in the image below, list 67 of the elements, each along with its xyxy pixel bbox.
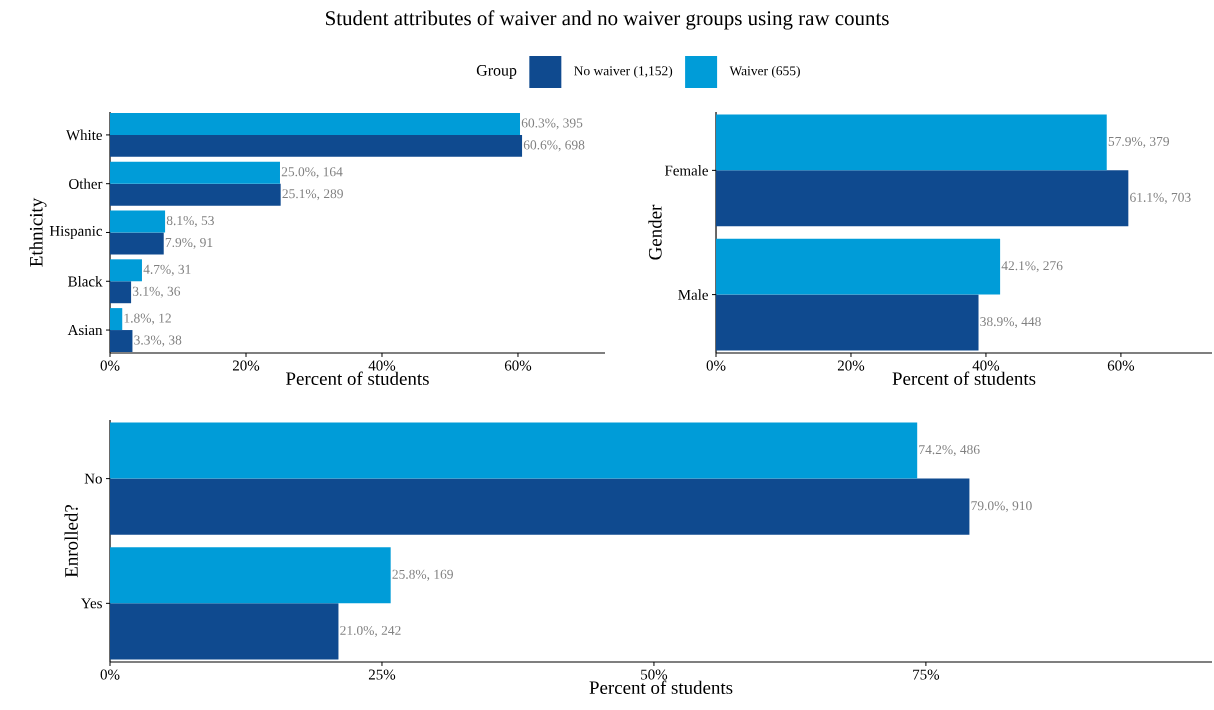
bar xyxy=(110,422,918,479)
bar xyxy=(110,547,391,604)
bar xyxy=(110,281,132,304)
bar xyxy=(110,210,166,233)
data-label: 25.1%, 289 xyxy=(282,189,343,201)
x-tick-label: 40% xyxy=(368,360,396,371)
y-tick-label: Hispanic xyxy=(49,225,103,240)
bar xyxy=(110,478,970,535)
x-tick-label: 60% xyxy=(1107,360,1135,371)
y-axis-title: Gender xyxy=(648,204,662,260)
bar xyxy=(110,259,142,282)
y-tick-label: Female xyxy=(664,165,708,176)
bar xyxy=(110,330,133,353)
data-label: 42.1%, 276 xyxy=(1001,261,1063,273)
data-label: 3.3%, 38 xyxy=(134,335,182,347)
data-label: 8.1%, 53 xyxy=(166,215,214,228)
bar xyxy=(110,603,339,660)
data-label: 57.9%, 379 xyxy=(1108,136,1170,148)
legend-label: Waiver (655) xyxy=(729,65,800,79)
data-label: 38.9%, 448 xyxy=(980,317,1041,329)
bar xyxy=(110,183,281,206)
x-tick-label: 75% xyxy=(913,669,940,680)
data-label: 3.1%, 36 xyxy=(132,286,181,298)
data-label: 60.3%, 395 xyxy=(521,118,583,130)
x-tick-label: 20% xyxy=(232,360,260,371)
bar xyxy=(110,134,523,157)
data-label: 25.0%, 164 xyxy=(281,167,343,179)
y-tick-label: Yes xyxy=(80,598,102,609)
legend-title: Group xyxy=(476,65,517,79)
bar xyxy=(110,161,280,184)
y-axis-title: Enrolled? xyxy=(64,504,78,578)
legend-label: No waiver (1,152) xyxy=(574,65,673,79)
chart-title: Student attributes of waiver and no waiver groups using raw counts xyxy=(326,10,889,30)
data-label: 79.0%, 910 xyxy=(971,501,1032,513)
y-tick-label: Black xyxy=(68,276,103,287)
x-tick-label: 0% xyxy=(706,360,726,371)
data-label: 74.2%, 486 xyxy=(919,445,980,457)
x-tick-label: 0% xyxy=(100,360,120,371)
x-tick-label: 50% xyxy=(641,669,668,680)
bar xyxy=(716,294,979,351)
y-axis-title: Ethnicity xyxy=(29,197,47,267)
bar xyxy=(716,170,1129,227)
x-tick-label: 25% xyxy=(368,669,396,680)
x-tick-label: 40% xyxy=(972,360,1000,371)
x-tick-label: 60% xyxy=(504,360,532,371)
bar xyxy=(716,114,1107,171)
data-label: 21.0%, 242 xyxy=(340,625,401,637)
y-tick-label: Male xyxy=(678,289,708,300)
x-axis-title: Percent of students xyxy=(286,371,429,385)
bar xyxy=(110,308,123,331)
y-tick-label: Asian xyxy=(67,325,103,336)
bar xyxy=(110,112,521,135)
data-label: 60.6%, 698 xyxy=(523,140,585,152)
data-label: 61.1%, 703 xyxy=(1130,192,1191,204)
x-axis-title: Percent of students xyxy=(589,680,733,694)
y-tick-label: No xyxy=(84,473,102,484)
data-label: 1.8%, 12 xyxy=(124,313,171,325)
y-tick-label: White xyxy=(65,129,102,141)
bar xyxy=(110,232,164,255)
data-label: 4.7%, 31 xyxy=(143,264,191,276)
data-label: 25.8%, 169 xyxy=(392,569,453,581)
x-axis-title: Percent of students xyxy=(892,371,1036,385)
data-label: 7.9%, 91 xyxy=(165,237,213,249)
bar xyxy=(716,238,1001,295)
x-tick-label: 0% xyxy=(100,669,120,680)
x-tick-label: 20% xyxy=(837,360,865,371)
y-tick-label: Other xyxy=(69,178,103,189)
